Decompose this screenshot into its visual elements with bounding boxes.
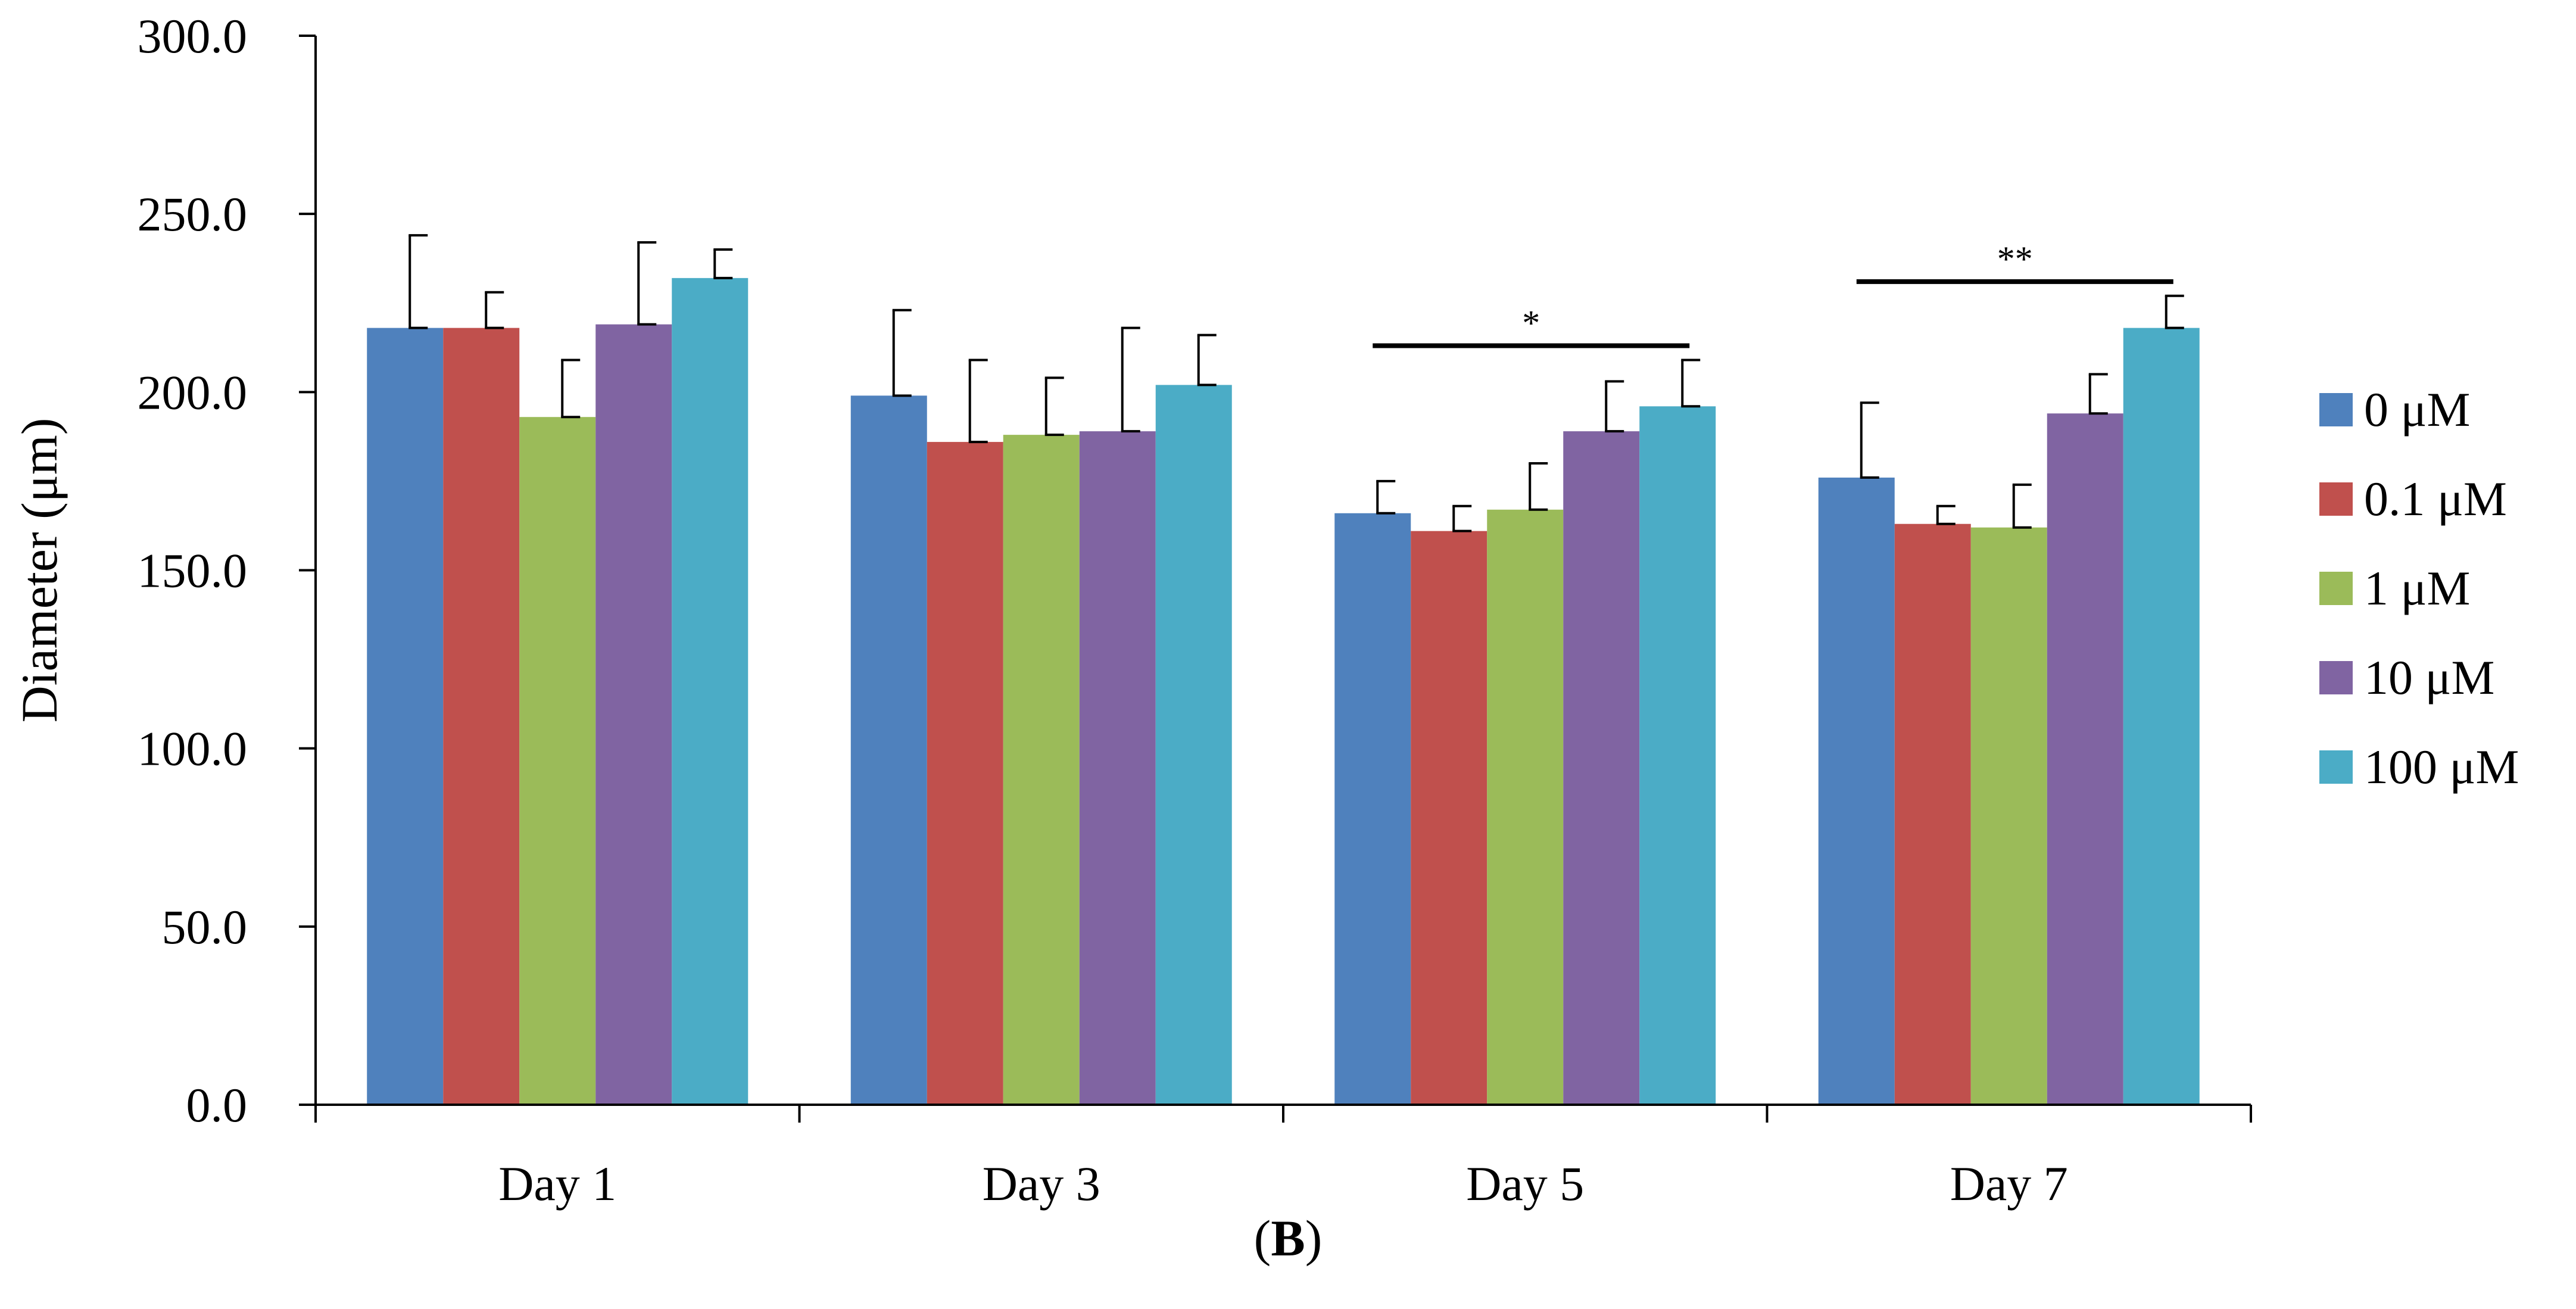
y-tick-label: 0.0 <box>186 1078 248 1132</box>
y-tick-label: 200.0 <box>138 365 248 419</box>
bar <box>1155 385 1232 1105</box>
y-tick-label: 300.0 <box>138 9 248 63</box>
legend-label: 0 μM <box>2364 382 2470 437</box>
bar <box>927 442 1003 1105</box>
x-tick-label: Day 3 <box>983 1157 1100 1211</box>
bar <box>2047 413 2123 1105</box>
y-tick-label: 150.0 <box>138 544 248 598</box>
bar <box>1970 527 2047 1105</box>
bar <box>1411 531 1487 1105</box>
y-tick-label: 50.0 <box>162 900 248 954</box>
legend-label: 0.1 μM <box>2364 472 2507 526</box>
bar <box>367 328 444 1105</box>
bar <box>1818 477 1895 1105</box>
legend-swatch <box>2319 393 2353 426</box>
legend-swatch <box>2319 750 2353 784</box>
bar <box>519 417 596 1105</box>
bar <box>1487 509 1564 1105</box>
legend-label: 1 μM <box>2364 561 2470 615</box>
bar <box>1563 431 1640 1105</box>
y-tick-label: 250.0 <box>138 187 248 241</box>
bar <box>1079 431 1156 1105</box>
legend-swatch <box>2319 482 2353 516</box>
legend-swatch <box>2319 661 2353 694</box>
bar <box>2123 328 2200 1105</box>
bar <box>850 395 927 1105</box>
legend: 0 μM 0.1 μM 1 μM 10 μM 100 μM <box>2319 382 2519 794</box>
legend-swatch <box>2319 572 2353 605</box>
panel-label: (B) <box>1254 1210 1323 1267</box>
bar <box>1894 523 1971 1105</box>
y-axis-title: Diameter (μm) <box>11 418 68 723</box>
bar <box>595 324 672 1105</box>
bar <box>1003 435 1080 1105</box>
significance-marker: ** <box>1997 239 2033 279</box>
y-tick-label: 100.0 <box>138 722 248 776</box>
bar <box>1334 513 1411 1105</box>
significance-marker: * <box>1522 304 1540 343</box>
x-tick-label: Day 7 <box>1950 1157 2068 1211</box>
bar <box>672 278 749 1105</box>
bar <box>1639 406 1716 1105</box>
legend-label: 100 μM <box>2364 740 2519 794</box>
x-tick-label: Day 5 <box>1466 1157 1584 1211</box>
x-tick-label: Day 1 <box>498 1157 616 1211</box>
bar <box>443 328 520 1105</box>
legend-label: 10 μM <box>2364 650 2494 705</box>
